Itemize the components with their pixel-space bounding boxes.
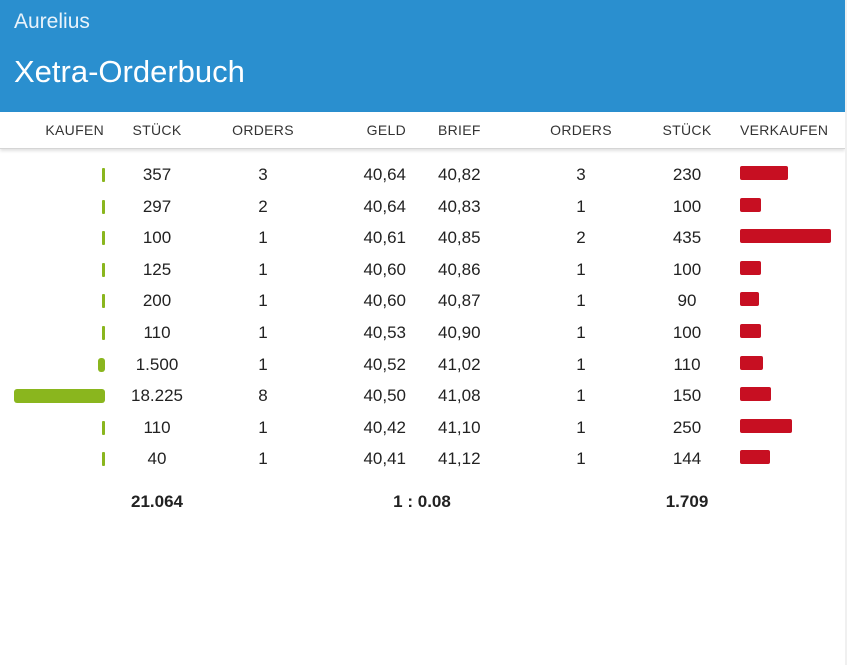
sell-qty-cell: 110	[673, 354, 701, 374]
col-stueck-buy: STÜCK	[132, 122, 182, 138]
buy-qty-cell: 110	[143, 323, 171, 342]
buy-qty-cell: 110	[143, 417, 171, 437]
ask-price-cell: 41,08	[438, 386, 481, 406]
total-buy: 21.064	[131, 492, 183, 511]
sell-orders-cell: 1	[576, 196, 586, 216]
buy-volume-bar	[14, 389, 105, 404]
buy-qty-cell: 357	[142, 165, 172, 184]
sell-qty-cell: 100	[672, 196, 702, 216]
buy-qty-cell: 100	[142, 228, 172, 248]
sell-qty-cell: 250	[672, 417, 702, 437]
buy-orders-cell: 1	[258, 291, 268, 311]
buy-orders-cell: 1	[258, 259, 268, 279]
buy-volume-bar	[102, 231, 105, 246]
ask-price-cell: 40,86	[438, 259, 481, 279]
buy-orders-cell: 1	[258, 228, 268, 248]
total-sell: 1.709	[665, 492, 709, 511]
sell-volume-bar	[740, 324, 761, 338]
col-orders-buy: ORDERS	[232, 122, 294, 138]
bid-ask-ratio: 1 : 0.08	[393, 492, 451, 511]
buy-volume-bar	[102, 168, 105, 182]
buy-qty-cell: 125	[142, 259, 172, 279]
bid-price-cell: 40,50	[363, 386, 406, 406]
buy-orders-cell: 3	[258, 165, 268, 184]
buy-qty-cell: 40	[147, 449, 167, 469]
sell-orders-cell: 1	[576, 354, 586, 374]
col-kaufen: KAUFEN	[45, 122, 104, 138]
bid-price-cell: 40,60	[363, 259, 406, 279]
bid-price-cell: 40,60	[363, 291, 406, 311]
bid-price-cell: 40,53	[363, 323, 406, 342]
sell-orders-cell: 1	[576, 259, 586, 279]
col-geld: GELD	[366, 122, 406, 138]
col-verkaufen: VERKAUFEN	[740, 122, 829, 138]
sell-qty-cell: 150	[672, 386, 702, 406]
sell-volume-bar	[740, 418, 793, 433]
bid-price-cell: 40,64	[363, 196, 406, 216]
buy-volume-bar	[102, 420, 105, 435]
buy-orders-cell: 8	[258, 386, 268, 406]
sell-volume-bar	[740, 450, 771, 465]
sell-qty-cell: 230	[672, 165, 702, 184]
buy-orders-cell: 1	[258, 323, 268, 342]
buy-orders-cell: 2	[258, 196, 268, 216]
buy-volume-bar	[97, 357, 105, 372]
buy-qty-cell: 200	[142, 291, 172, 311]
buy-volume-bar	[102, 262, 105, 277]
company-name: Aurelius	[14, 10, 90, 33]
bid-price-cell: 40,52	[363, 354, 406, 374]
ask-price-cell: 41,10	[438, 417, 481, 437]
ask-price-cell: 40,90	[438, 323, 481, 342]
sell-volume-bar	[740, 387, 772, 402]
ask-price-cell: 40,83	[438, 196, 481, 216]
buy-qty-cell: 1.500	[135, 354, 179, 374]
sell-orders-cell: 2	[576, 228, 586, 248]
sell-orders-cell: 1	[576, 291, 586, 311]
col-stueck-sell: STÜCK	[662, 122, 712, 138]
sell-orders-cell: 1	[576, 323, 586, 342]
sell-volume-bar	[740, 355, 763, 370]
scroll-edge	[845, 0, 847, 665]
sell-qty-cell: 435	[672, 228, 702, 248]
sell-qty-cell: 100	[672, 259, 702, 279]
col-brief: BRIEF	[438, 122, 481, 138]
ask-price-cell: 40,85	[438, 228, 481, 248]
sell-volume-bar	[740, 197, 761, 212]
bid-price-cell: 40,42	[363, 417, 406, 437]
ask-price-cell: 40,87	[438, 291, 481, 311]
bid-price-cell: 40,64	[363, 165, 406, 184]
buy-orders-cell: 1	[258, 417, 268, 437]
buy-volume-bar	[102, 199, 105, 214]
sell-volume-bar	[740, 229, 831, 244]
sell-qty-cell: 90	[677, 291, 697, 311]
sell-orders-cell: 3	[576, 165, 586, 184]
page-header: Aurelius Xetra-Orderbuch	[0, 0, 845, 112]
bid-price-cell: 40,41	[363, 449, 406, 469]
ask-price-cell: 40,82	[438, 165, 481, 184]
buy-volume-bar	[102, 452, 105, 467]
sell-volume-bar	[740, 292, 759, 307]
buy-qty-cell: 18.225	[131, 386, 183, 406]
sell-volume-bar	[740, 166, 789, 180]
table-header: KAUFEN STÜCK ORDERS GELD BRIEF ORDERS ST…	[0, 112, 845, 149]
sell-orders-cell: 1	[576, 417, 586, 437]
buy-volume-bar	[102, 294, 105, 309]
buy-orders-cell: 1	[258, 354, 268, 374]
sell-volume-bar	[740, 260, 761, 275]
ask-price-cell: 41,12	[438, 449, 481, 469]
sell-qty-cell: 144	[672, 449, 702, 469]
buy-volume-bar	[102, 326, 105, 340]
sell-orders-cell: 1	[576, 449, 586, 469]
col-orders-sell: ORDERS	[550, 122, 612, 138]
buy-qty-cell: 297	[142, 196, 172, 216]
ask-price-cell: 41,02	[438, 354, 481, 374]
page-title: Xetra-Orderbuch	[14, 54, 245, 89]
bid-price-cell: 40,61	[363, 228, 406, 248]
sell-qty-cell: 100	[672, 323, 702, 342]
buy-orders-cell: 1	[258, 449, 268, 469]
sell-orders-cell: 1	[576, 386, 586, 406]
